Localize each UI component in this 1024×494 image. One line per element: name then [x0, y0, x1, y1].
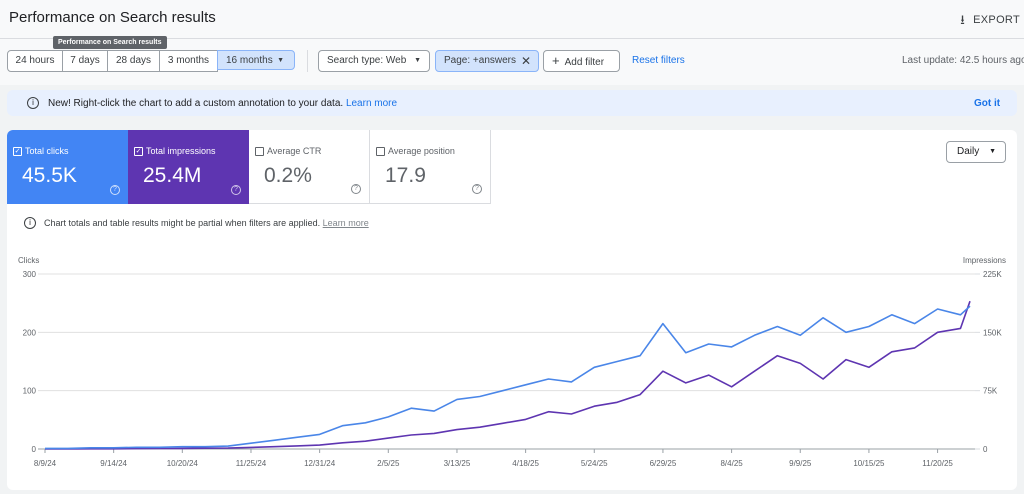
- got-it-button[interactable]: Got it: [974, 98, 1001, 109]
- divider: [307, 50, 308, 72]
- last-update: Last update: 42.5 hours ago: [902, 55, 1024, 66]
- y2-tick-label: 0: [983, 445, 988, 454]
- y-tick-label: 100: [23, 387, 37, 396]
- info-icon: i: [24, 217, 36, 229]
- top-bar: [0, 0, 1024, 39]
- y2-tick-label: 150K: [983, 328, 1002, 337]
- range-button[interactable]: 7 days: [62, 50, 108, 72]
- x-tick-label: 11/25/24: [236, 459, 267, 468]
- x-tick-label: 8/9/24: [34, 459, 57, 468]
- export-button[interactable]: ⭳ EXPORT: [960, 12, 1020, 27]
- x-tick-label: 10/20/24: [167, 459, 199, 468]
- metric-tile[interactable]: Average CTR 0.2% ?: [249, 130, 370, 204]
- export-label: EXPORT: [973, 14, 1020, 26]
- x-tick-label: 6/29/25: [650, 459, 677, 468]
- chip-label: Page: +answers: [444, 55, 516, 66]
- series-line: [45, 305, 971, 450]
- info-icon: i: [27, 97, 39, 109]
- y2-tick-label: 75K: [983, 387, 998, 396]
- x-tick-label: 2/5/25: [377, 459, 400, 468]
- x-tick-label: 9/9/25: [789, 459, 812, 468]
- x-tick-label: 3/13/25: [444, 459, 471, 468]
- tooltip: Performance on Search results: [53, 36, 167, 49]
- page-title: Performance on Search results: [9, 9, 216, 26]
- note-text: Chart totals and table results might be …: [44, 218, 321, 228]
- page-filter-chip[interactable]: Page: +answers ✕: [435, 50, 539, 72]
- metric-value: 45.5K: [22, 164, 77, 187]
- add-filter-button[interactable]: + Add filter: [543, 50, 620, 72]
- x-tick-label: 10/15/25: [853, 459, 885, 468]
- x-tick-label: 5/24/25: [581, 459, 608, 468]
- banner-link[interactable]: Learn more: [345, 98, 398, 109]
- metric-label: Total impressions: [146, 146, 216, 156]
- range-button[interactable]: 24 hours: [7, 50, 63, 72]
- banner-text: New! Right-click the chart to add a cust…: [48, 98, 397, 109]
- granularity-label: Daily: [957, 146, 980, 157]
- metric-label: Average position: [388, 146, 455, 156]
- x-tick-label: 4/18/25: [512, 459, 539, 468]
- metric-tile[interactable]: Average position 17.9 ?: [370, 130, 491, 204]
- x-tick-label: 8/4/25: [720, 459, 743, 468]
- y2-tick-label: 225K: [983, 270, 1002, 279]
- note: Chart totals and table results might be …: [44, 218, 369, 228]
- x-tick-label: 9/14/24: [100, 459, 127, 468]
- metric-value: 25.4M: [143, 164, 202, 187]
- chip-label: Search type: Web: [327, 55, 407, 66]
- metric-label: Average CTR: [267, 146, 322, 156]
- range-button[interactable]: 28 days: [107, 50, 160, 72]
- add-filter-label: Add filter: [564, 57, 605, 68]
- series-line: [45, 300, 971, 450]
- metric-value: 17.9: [385, 164, 426, 187]
- note-link[interactable]: Learn more: [322, 218, 369, 228]
- range-label: 16 months: [226, 55, 273, 66]
- metric-label: Total clicks: [25, 146, 69, 156]
- range-button[interactable]: 3 months: [159, 50, 218, 72]
- y-axis-title: Clicks: [18, 256, 39, 265]
- y-tick-label: 0: [32, 445, 37, 454]
- granularity-dropdown[interactable]: Daily ▼: [946, 141, 1006, 163]
- metric-tile[interactable]: ✓ Total clicks 45.5K ?: [7, 130, 128, 204]
- y-tick-label: 200: [23, 328, 37, 337]
- range-button[interactable]: 16 months ▼: [217, 50, 295, 70]
- chart: Clicks Impressions 0 100 200 300 0 75K 150K 225…: [18, 256, 1006, 468]
- search-type-chip[interactable]: Search type: Web ▼: [318, 50, 430, 72]
- metric-tile[interactable]: ✓ Total impressions 25.4M ?: [128, 130, 249, 204]
- x-tick-label: 12/31/24: [304, 459, 336, 468]
- y-tick-label: 300: [23, 270, 37, 279]
- x-tick-label: 11/20/25: [922, 459, 953, 468]
- banner-message: New! Right-click the chart to add a cust…: [48, 98, 344, 109]
- y2-axis-title: Impressions: [963, 256, 1006, 265]
- info-banner: [7, 90, 1017, 116]
- metric-value: 0.2%: [264, 164, 312, 187]
- reset-filters[interactable]: Reset filters: [632, 55, 685, 66]
